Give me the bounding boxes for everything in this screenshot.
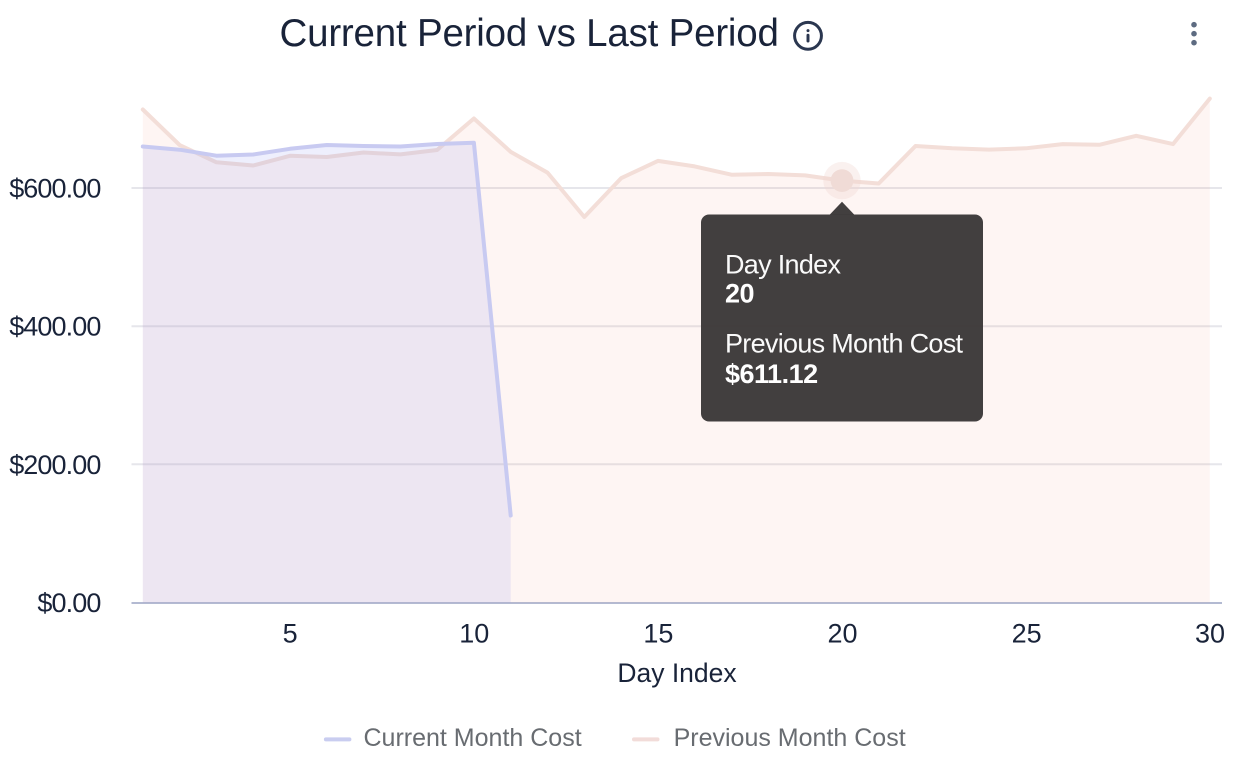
svg-text:$0.00: $0.00 — [37, 588, 100, 618]
svg-text:25: 25 — [1012, 619, 1042, 649]
svg-text:$200.00: $200.00 — [9, 450, 100, 480]
svg-text:$600.00: $600.00 — [9, 174, 100, 204]
svg-text:$400.00: $400.00 — [9, 312, 100, 342]
svg-text:Previous Month Cost: Previous Month Cost — [725, 329, 964, 359]
svg-text:Previous Month Cost: Previous Month Cost — [674, 724, 906, 752]
svg-text:15: 15 — [643, 619, 673, 649]
svg-text:20: 20 — [827, 619, 857, 649]
svg-text:Day Index: Day Index — [617, 658, 736, 688]
svg-text:$611.12: $611.12 — [725, 359, 818, 389]
svg-text:30: 30 — [1195, 619, 1225, 649]
svg-text:20: 20 — [725, 278, 754, 308]
svg-text:Day Index: Day Index — [725, 249, 841, 279]
svg-text:Current Month Cost: Current Month Cost — [364, 724, 582, 752]
svg-text:5: 5 — [283, 619, 298, 649]
svg-text:Current Period vs Last Period: Current Period vs Last Period — [280, 12, 779, 55]
svg-text:10: 10 — [459, 619, 489, 649]
